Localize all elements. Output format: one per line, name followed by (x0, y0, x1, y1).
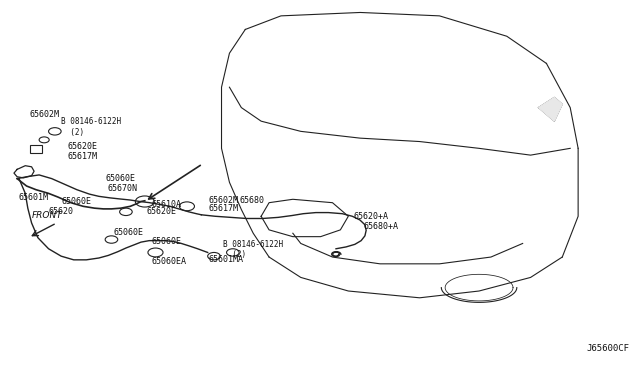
Text: 65601M: 65601M (19, 193, 49, 202)
Text: 65670N: 65670N (107, 185, 137, 193)
Text: J65600CF: J65600CF (586, 344, 629, 353)
Text: 65610A: 65610A (151, 200, 181, 209)
Text: FRONT: FRONT (32, 211, 63, 220)
Text: 65602M: 65602M (209, 196, 239, 205)
Text: 65680: 65680 (239, 196, 264, 205)
Text: 65680+A: 65680+A (363, 222, 398, 231)
Text: B 08146-6122H
  (2): B 08146-6122H (2) (61, 117, 121, 137)
Text: 65601MA: 65601MA (209, 255, 244, 264)
Text: 65620: 65620 (49, 206, 74, 216)
Text: 65060E: 65060E (113, 228, 143, 237)
Text: 65060E: 65060E (105, 174, 135, 183)
Text: 65602M: 65602M (29, 109, 60, 119)
Text: 65060E: 65060E (151, 237, 181, 246)
Text: 65620E: 65620E (146, 206, 176, 216)
Text: 65060EA: 65060EA (151, 257, 186, 266)
Text: B 08146-6122H
  (2): B 08146-6122H (2) (223, 240, 283, 259)
Text: 65620+A: 65620+A (353, 212, 388, 221)
Text: 65617M: 65617M (67, 152, 97, 161)
Text: 65620E: 65620E (67, 142, 97, 151)
Text: 65060E: 65060E (61, 197, 91, 206)
Text: 65617M: 65617M (209, 204, 239, 214)
Bar (29, 145, 42, 153)
Polygon shape (538, 97, 563, 121)
